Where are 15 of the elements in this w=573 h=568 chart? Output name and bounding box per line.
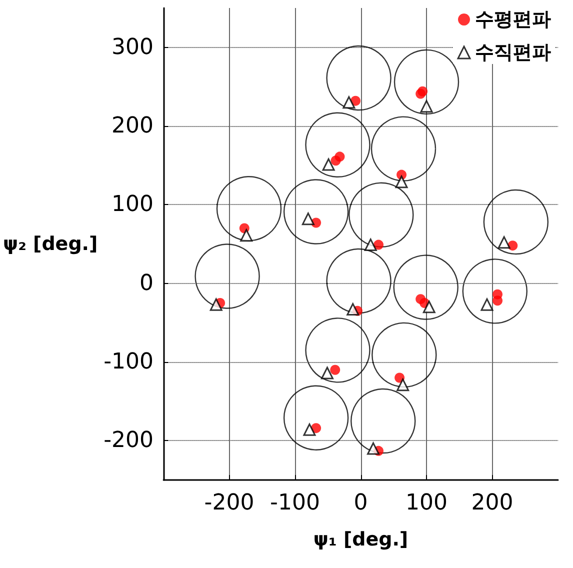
x-tick-label: 200 bbox=[471, 490, 514, 516]
x-axis-title: ψ₁ [deg.] bbox=[313, 528, 408, 550]
y-tick-label: 100 bbox=[112, 192, 154, 218]
x-tick-label: 0 bbox=[354, 490, 368, 516]
legend-label: 수평편파 bbox=[475, 8, 551, 30]
y-axis-title: ψ₂ [deg.] bbox=[2, 233, 98, 255]
legend-label: 수직편파 bbox=[475, 42, 551, 64]
x-tick-label: 100 bbox=[406, 490, 448, 516]
y-tick-label: -100 bbox=[104, 350, 154, 374]
x-tick-label: -200 bbox=[204, 490, 254, 516]
y-tick-label: 200 bbox=[112, 114, 154, 138]
x-tick-label: -100 bbox=[270, 490, 320, 516]
y-tick-label: 0 bbox=[140, 270, 154, 296]
y-tick-label: -200 bbox=[104, 428, 154, 454]
y-tick-label: 300 bbox=[112, 34, 154, 60]
